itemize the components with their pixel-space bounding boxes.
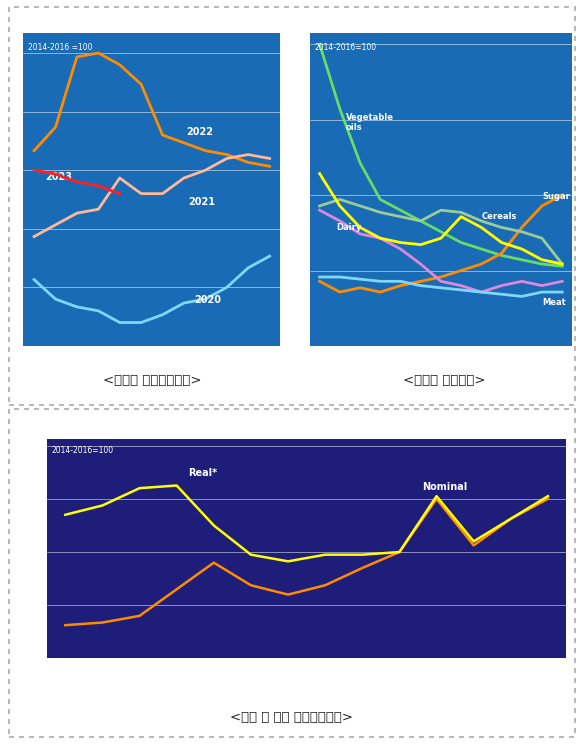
Text: 2014-2016 =100: 2014-2016 =100: [29, 43, 93, 52]
Text: Dairy: Dairy: [336, 222, 361, 231]
Text: Cereals: Cereals: [481, 212, 517, 221]
Text: 2020: 2020: [194, 295, 222, 305]
Text: 2014-2016=100: 2014-2016=100: [52, 446, 114, 455]
Text: <연도별 식량가격지수>: <연도별 식량가격지수>: [103, 374, 201, 388]
Text: Nominal: Nominal: [422, 481, 467, 492]
Text: <품목별 가격지수>: <품목별 가격지수>: [402, 374, 485, 388]
Text: Real*: Real*: [188, 468, 217, 478]
Text: 2022: 2022: [186, 127, 213, 137]
Text: <명목 및 실질 식량가격지수>: <명목 및 실질 식량가격지수>: [231, 711, 353, 725]
Text: 2023: 2023: [499, 354, 524, 363]
Text: * The real price index is the nominal price index deflated by the World Bank Man: * The real price index is the nominal pr…: [47, 664, 383, 669]
Text: 2023: 2023: [45, 172, 72, 182]
Text: Sugar: Sugar: [542, 193, 570, 202]
Text: Vegetable
oils: Vegetable oils: [346, 113, 394, 132]
Text: 2014-2016=100: 2014-2016=100: [315, 43, 377, 52]
Text: 2021: 2021: [188, 197, 215, 208]
Text: Meat: Meat: [542, 298, 566, 307]
Text: 2022: 2022: [338, 354, 363, 363]
